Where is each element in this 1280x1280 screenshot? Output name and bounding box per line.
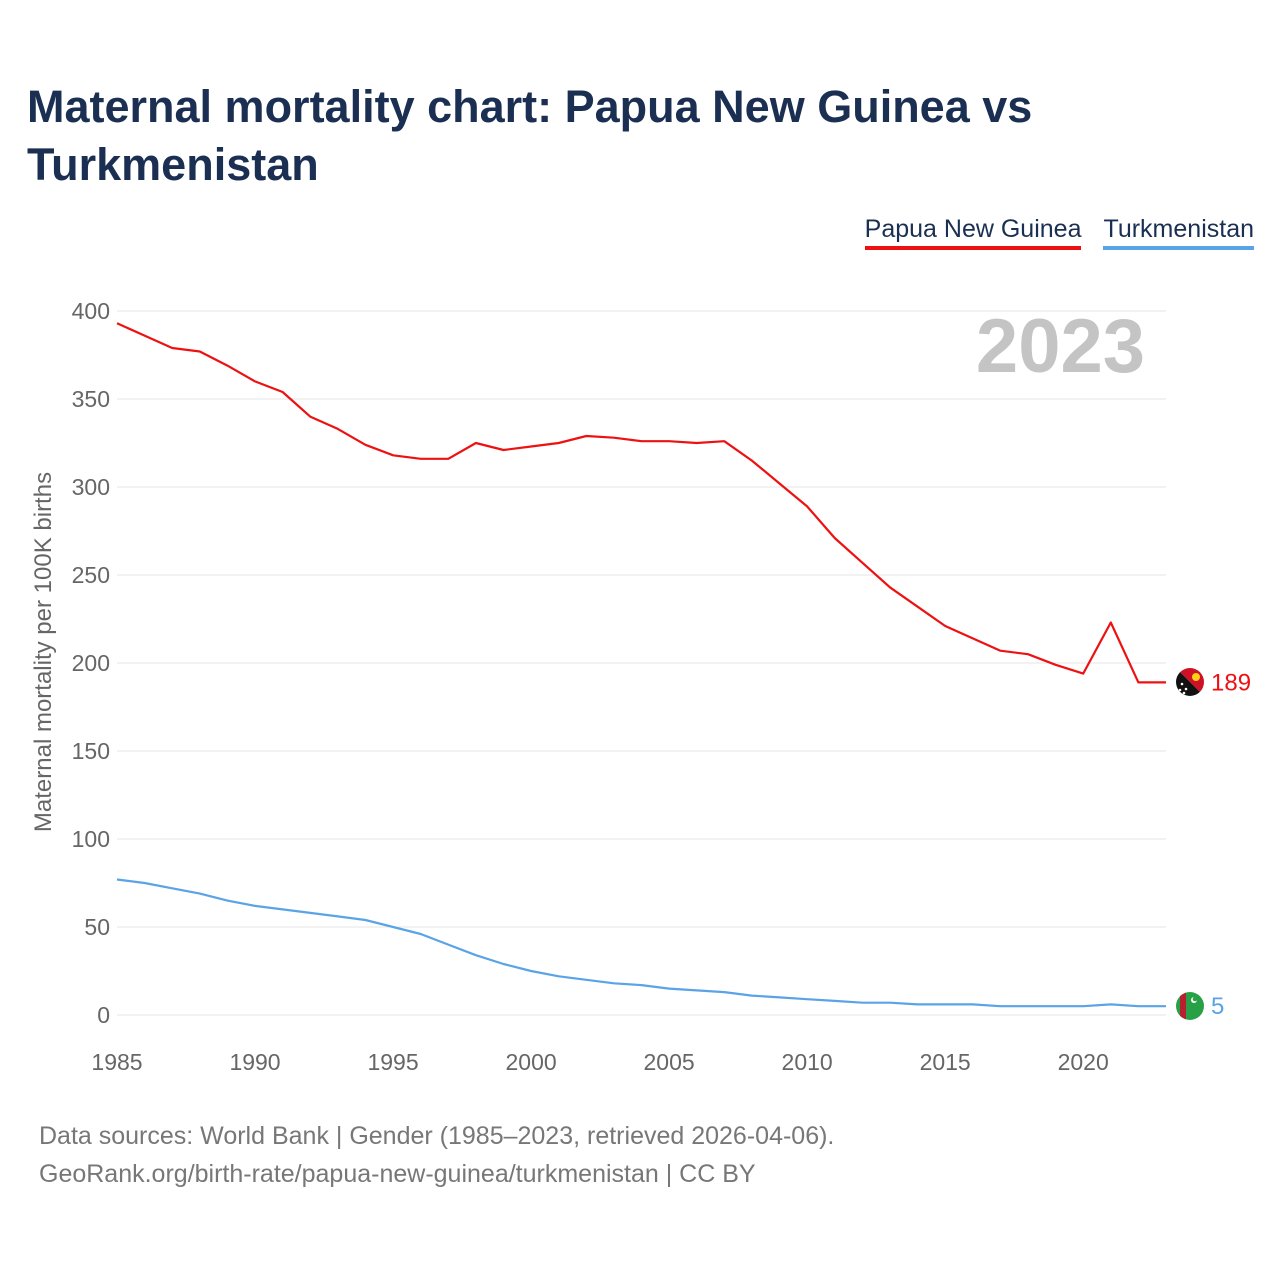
y-tick-label: 250: [72, 562, 110, 588]
turkmenistan-flag-icon: [1176, 992, 1204, 1020]
legend: Papua New Guinea Turkmenistan: [864, 214, 1254, 250]
series-lines: [116, 322, 1166, 1008]
x-tick-label: 1985: [91, 1049, 142, 1075]
source-note: Data sources: World Bank | Gender (1985–…: [39, 1122, 835, 1150]
series-line-turkmenistan: [116, 878, 1166, 1008]
y-tick-label: 300: [72, 474, 110, 500]
x-tick-label: 2000: [505, 1049, 556, 1075]
legend-item-papua-new-guinea[interactable]: Papua New Guinea: [864, 214, 1082, 250]
x-tick-label: 2015: [920, 1049, 971, 1075]
end-label-papua-new-guinea: 189: [1211, 669, 1251, 696]
grid: [117, 310, 1166, 1016]
papua-new-guinea-flag-icon: [1176, 668, 1204, 696]
series-line-papua-new-guinea: [116, 322, 1166, 684]
y-tick-label: 400: [72, 298, 110, 324]
x-tick-label: 2005: [644, 1049, 695, 1075]
x-tick-label: 1990: [229, 1049, 280, 1075]
legend-item-turkmenistan[interactable]: Turkmenistan: [1103, 214, 1254, 250]
x-axis: 1985 1990 1995 2000 2005 2010 2015 2020: [91, 1049, 1108, 1075]
x-tick-label: 2020: [1058, 1049, 1109, 1075]
y-tick-label: 150: [72, 738, 110, 764]
y-tick-label: 0: [97, 1002, 110, 1028]
page-title: Maternal mortality chart: Papua New Guin…: [27, 81, 1033, 190]
source-url[interactable]: GeoRank.org/birth-rate/papua-new-guinea/…: [39, 1160, 756, 1188]
y-tick-label: 50: [84, 914, 110, 940]
y-tick-label: 350: [72, 386, 110, 412]
end-label-turkmenistan: 5: [1211, 993, 1224, 1020]
y-tick-label: 100: [72, 826, 110, 852]
y-axis: 0 50 100 150 200 250 300 350 400: [72, 298, 110, 1028]
y-tick-label: 200: [72, 650, 110, 676]
y-axis-label: Maternal mortality per 100K births: [30, 472, 57, 832]
x-tick-label: 2010: [782, 1049, 833, 1075]
year-watermark: 2023: [976, 304, 1145, 389]
x-tick-label: 1995: [367, 1049, 418, 1075]
footer: Data sources: World Bank | Gender (1985–…: [39, 1117, 834, 1193]
